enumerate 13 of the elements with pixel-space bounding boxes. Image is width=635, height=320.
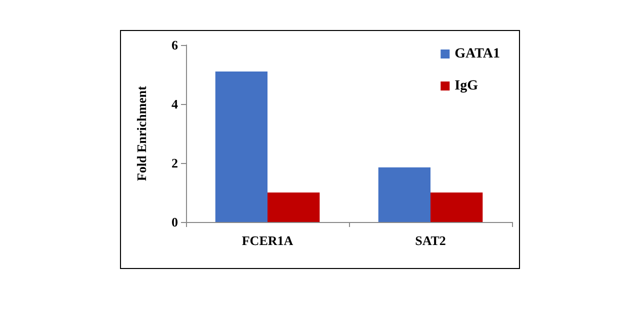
bar xyxy=(378,167,430,222)
y-axis-title: Fold Enrichment xyxy=(134,85,149,181)
bar xyxy=(215,72,268,222)
legend-label: IgG xyxy=(454,78,478,94)
x-tick-label: FCER1A xyxy=(242,233,294,248)
y-tick-label: 0 xyxy=(172,214,178,230)
legend-label: GATA1 xyxy=(454,46,500,62)
y-tick-label: 2 xyxy=(172,156,178,170)
x-tick-label: SAT2 xyxy=(415,233,446,248)
bar xyxy=(268,192,320,222)
bar xyxy=(430,192,483,222)
y-tick-label: 4 xyxy=(172,96,178,112)
y-tick-label: 6 xyxy=(172,38,178,52)
